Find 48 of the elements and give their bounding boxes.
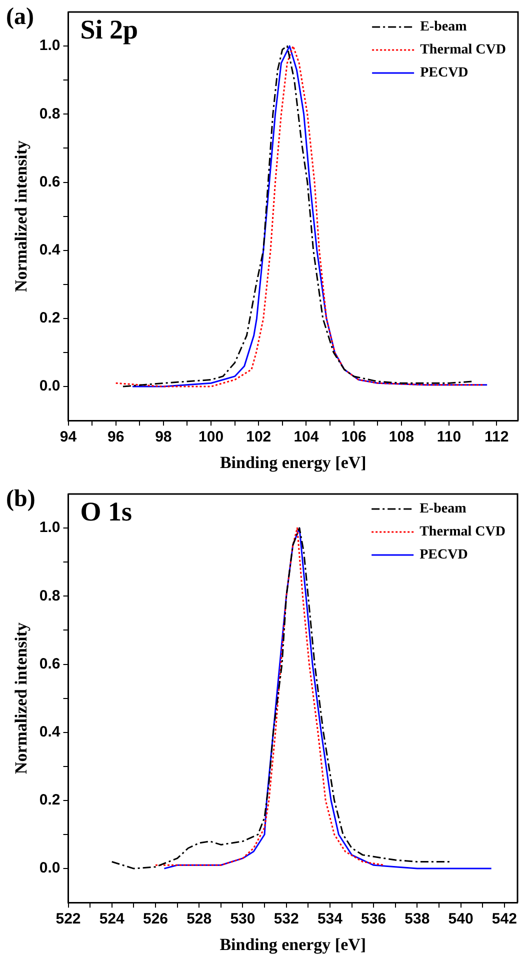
legend-label: Thermal CVD <box>420 42 506 58</box>
y-axis-title: Normalized intensity <box>12 140 31 292</box>
x-tick-label: 98 <box>155 428 172 446</box>
x-tick-label: 96 <box>108 428 124 446</box>
y-axis-title: Normalized intensity <box>12 622 31 774</box>
x-axis-title: Binding energy [eV] <box>220 935 366 954</box>
legend-label: PECVD <box>420 548 468 563</box>
y-tick-label: 1.0 <box>39 519 60 536</box>
x-tick-label: 100 <box>198 428 224 446</box>
x-tick-label: 108 <box>388 428 414 446</box>
y-tick-label: 0.2 <box>39 310 60 327</box>
x-tick-label: 522 <box>56 910 81 928</box>
x-tick-label: 112 <box>484 428 509 446</box>
y-tick-label: 0.4 <box>39 241 61 258</box>
legend-label: Thermal CVD <box>420 524 506 540</box>
x-tick-label: 104 <box>294 428 320 446</box>
y-tick-label: 0.0 <box>39 378 60 395</box>
y-tick-label: 0.2 <box>39 792 60 809</box>
legend-label: E-beam <box>420 20 468 35</box>
x-tick-label: 110 <box>436 428 462 446</box>
x-tick-label: 540 <box>448 910 474 928</box>
x-tick-label: 534 <box>317 910 344 928</box>
x-tick-label: 542 <box>492 910 517 928</box>
chart-title: O 1s <box>80 496 132 526</box>
y-tick-label: 0.8 <box>39 105 60 122</box>
x-tick-label: 530 <box>230 910 256 928</box>
x-tick-label: 94 <box>60 428 78 446</box>
chart-title: Si 2p <box>80 14 138 44</box>
legend-label: PECVD <box>420 66 468 81</box>
x-axis-title: Binding energy [eV] <box>220 453 366 472</box>
x-tick-label: 536 <box>361 910 386 928</box>
x-tick-label: 524 <box>99 910 126 928</box>
legend-label: E-beam <box>420 502 467 517</box>
y-tick-label: 0.6 <box>39 655 60 672</box>
text: (a) <box>6 4 34 30</box>
y-tick-label: 0.0 <box>39 860 60 877</box>
x-tick-label: 528 <box>186 910 212 928</box>
x-tick-label: 102 <box>246 428 272 446</box>
y-tick-label: 0.4 <box>39 723 61 740</box>
y-tick-label: 0.8 <box>39 587 60 604</box>
line-series <box>154 527 386 866</box>
x-tick-label: 532 <box>274 910 299 928</box>
y-tick-label: 0.6 <box>39 173 60 190</box>
x-tick-label: 106 <box>341 428 366 446</box>
x-tick-label: 538 <box>404 910 430 928</box>
x-tick-label: 526 <box>142 910 168 928</box>
y-tick-label: 1.0 <box>39 37 60 54</box>
text: (b) <box>6 486 36 512</box>
